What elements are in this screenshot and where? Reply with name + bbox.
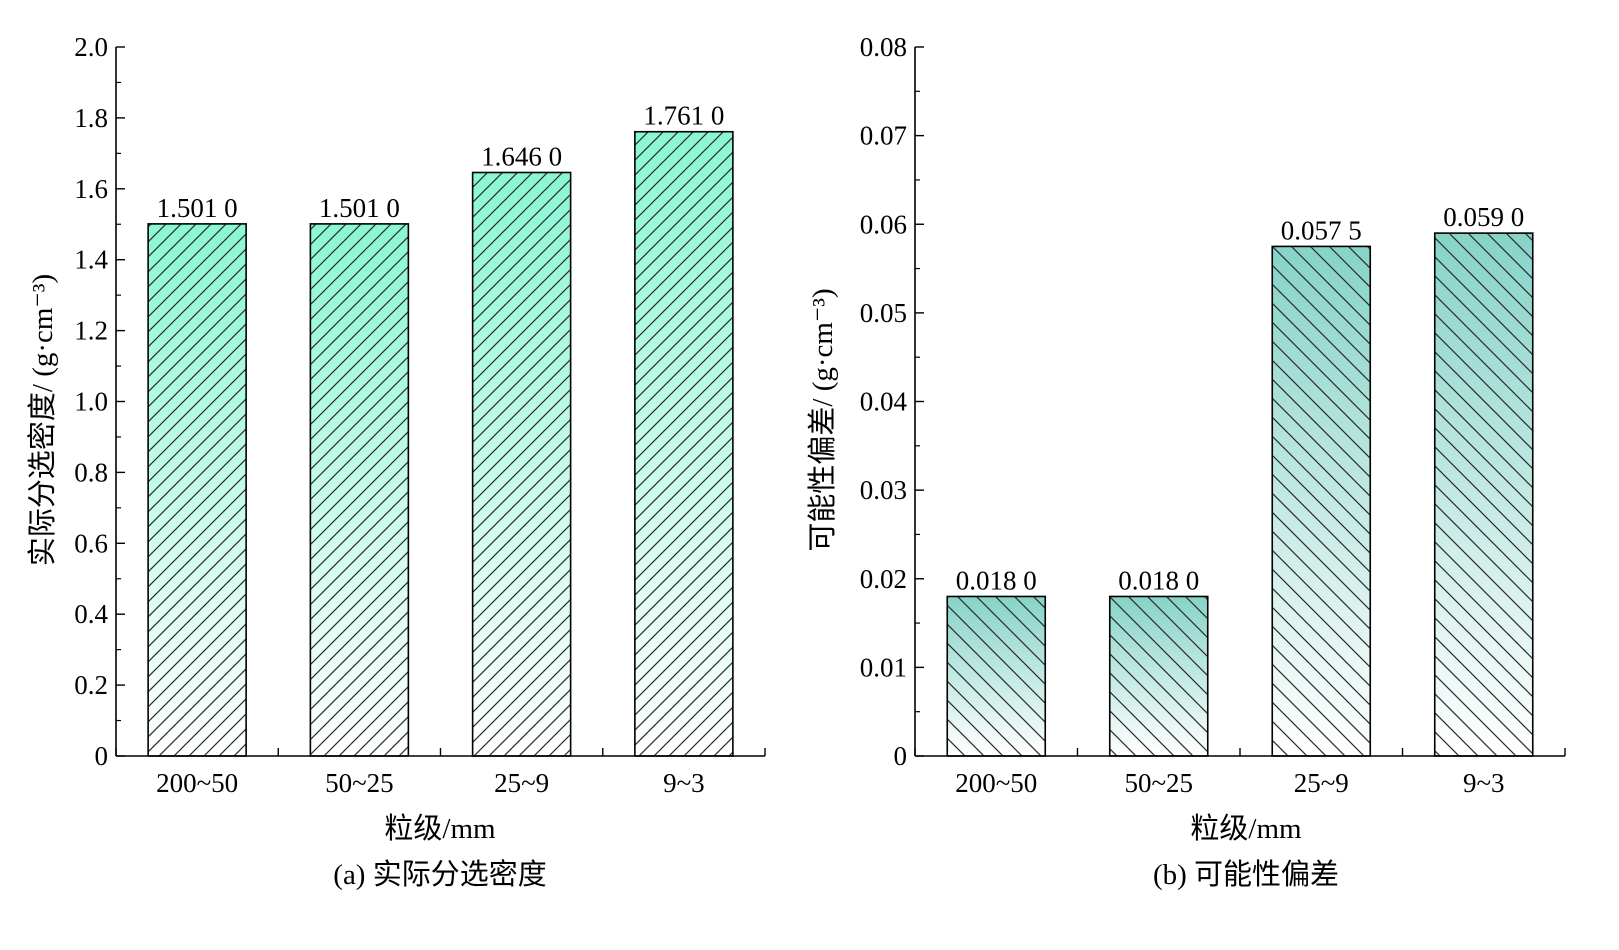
data-label-a: 1.646 0 bbox=[481, 141, 562, 171]
data-label-b: 0.057 5 bbox=[1281, 215, 1362, 245]
bar-a bbox=[471, 171, 572, 757]
y-tick-label-a: 1.2 bbox=[74, 316, 108, 346]
category-label-a: 200~50 bbox=[156, 768, 238, 798]
chart-panel-a: 1.501 0 1.501 0 1.646 0 1.761 0 0 0.2 0.4 0.6 0… bbox=[26, 32, 766, 891]
y-tick-label-a: 1.6 bbox=[74, 174, 108, 204]
y-tick-label-a: 0.2 bbox=[74, 670, 108, 700]
y-tick-label-a: 0.6 bbox=[74, 528, 108, 558]
y-tick-label-a: 0.4 bbox=[74, 599, 108, 629]
category-label-a: 9~3 bbox=[663, 768, 705, 798]
category-label-b: 25~9 bbox=[1294, 768, 1349, 798]
data-label-a: 1.501 0 bbox=[157, 193, 238, 223]
data-label-b: 0.018 0 bbox=[1118, 565, 1199, 595]
bar-a bbox=[309, 223, 410, 757]
bar-b bbox=[1108, 595, 1209, 757]
panel-b-ylabel: 可能性偏差/ (g·cm⁻³) bbox=[806, 288, 839, 551]
bar-a bbox=[147, 223, 247, 757]
panel-a-xlabel: 粒级/mm bbox=[384, 812, 496, 845]
chart-panel-b: 0.018 0 0.018 0 0.057 5 0.059 0 0 0.01 0.02 0.… bbox=[806, 32, 1566, 891]
y-tick-label-b: 0.02 bbox=[860, 564, 907, 594]
panel-a-caption: (a) 实际分选密度 bbox=[333, 858, 546, 891]
category-label-a: 50~25 bbox=[325, 768, 394, 798]
data-label-a: 1.761 0 bbox=[643, 101, 724, 131]
panel-b-caption: (b) 可能性偏差 bbox=[1153, 858, 1339, 891]
data-label-a: 1.501 0 bbox=[319, 193, 400, 223]
category-label-b: 50~25 bbox=[1124, 768, 1193, 798]
y-tick-label-b: 0.04 bbox=[860, 387, 908, 417]
bar-a bbox=[634, 130, 734, 757]
y-tick-label-b: 0 bbox=[894, 741, 908, 771]
bar-b bbox=[946, 595, 1047, 757]
y-tick-label-b: 0.07 bbox=[860, 121, 907, 151]
category-label-a: 25~9 bbox=[494, 768, 549, 798]
y-tick-label-b: 0.01 bbox=[860, 652, 907, 682]
y-tick-label-a: 0 bbox=[95, 741, 109, 771]
y-tick-label-a: 1.0 bbox=[74, 387, 108, 417]
bar-b bbox=[1433, 232, 1534, 757]
y-tick-label-b: 0.03 bbox=[860, 475, 907, 505]
y-tick-label-a: 1.4 bbox=[74, 245, 108, 275]
y-tick-label-a: 1.8 bbox=[74, 103, 108, 133]
data-label-b: 0.018 0 bbox=[956, 565, 1037, 595]
y-tick-label-a: 2.0 bbox=[74, 32, 108, 62]
y-tick-label-b: 0.05 bbox=[860, 298, 907, 328]
panel-a-ylabel: 实际分选密度/ (g·cm⁻³) bbox=[26, 274, 59, 566]
panel-b-xlabel: 粒级/mm bbox=[1190, 812, 1302, 845]
y-tick-label-b: 0.08 bbox=[860, 32, 907, 62]
category-label-b: 9~3 bbox=[1463, 768, 1505, 798]
y-tick-label-b: 0.06 bbox=[860, 209, 907, 239]
bar-b bbox=[1271, 245, 1372, 757]
category-label-b: 200~50 bbox=[955, 768, 1037, 798]
y-tick-label-a: 0.8 bbox=[74, 457, 108, 487]
data-label-b: 0.059 0 bbox=[1443, 202, 1524, 232]
